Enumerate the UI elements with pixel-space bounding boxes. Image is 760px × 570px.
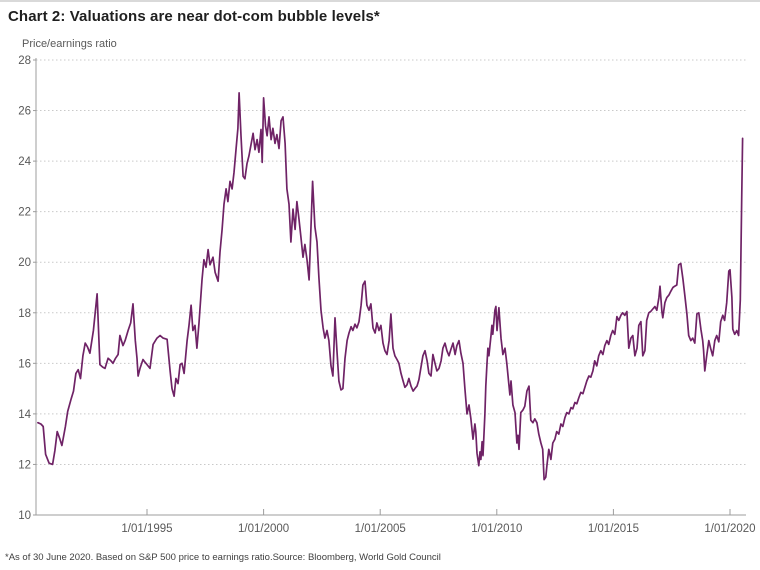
y-tick-label: 18 [18,308,31,320]
x-tick-label: 1/01/2005 [355,523,406,535]
y-tick-label: 22 [18,207,31,219]
x-tick-label: 1/01/2010 [471,523,522,535]
y-tick-label: 12 [18,459,31,471]
x-tick-label: 1/01/2015 [588,523,639,535]
x-tick-label: 1/01/2000 [238,523,289,535]
y-tick-label: 20 [18,257,31,269]
y-tick-label: 16 [18,358,31,370]
y-tick-label: 28 [18,55,31,67]
y-tick-label: 26 [18,106,31,118]
y-tick-label: 14 [18,409,31,421]
y-tick-label: 10 [18,510,31,522]
pe-ratio-series-line [37,92,744,481]
x-tick-label: 1/01/1995 [121,523,172,535]
pe-ratio-line-chart: 10 12 14 16 18 20 22 24 26 28 1/01/1995 1/01/2000 1/… [18,55,755,535]
chart-title: Chart 2: Valuations are near dot-com bub… [8,8,380,25]
x-tick-label: 1/01/2020 [704,523,755,535]
y-axis-title: Price/earnings ratio [22,38,117,50]
y-tick-label: 24 [18,156,31,168]
chart-footnote: *As of 30 June 2020. Based on S&P 500 pr… [5,552,441,563]
